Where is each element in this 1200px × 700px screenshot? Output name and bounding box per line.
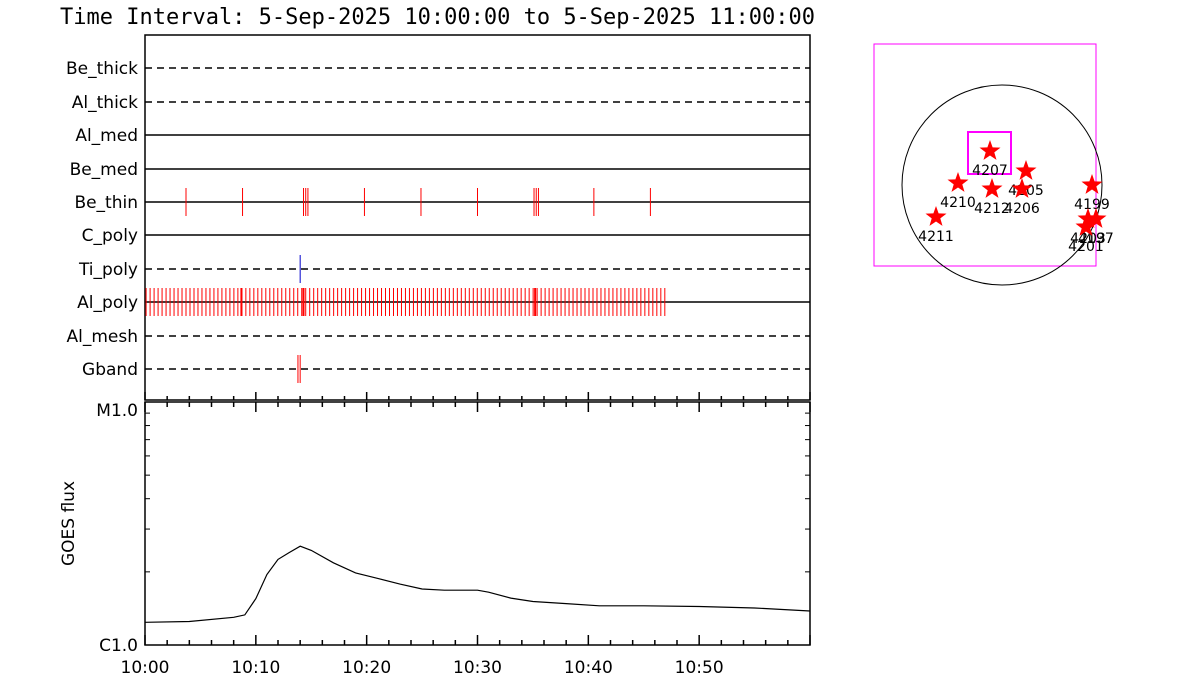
solar-disk-map: 4207421042124205420642114199420341974201 [873, 43, 1114, 286]
active-region-star [981, 178, 1003, 198]
row-label: Ti_poly [78, 260, 138, 280]
active-region-label: 4201 [1068, 239, 1104, 255]
row-label: Al_poly [77, 293, 138, 313]
active-region-star [1075, 216, 1097, 236]
x-tick-label: 10:10 [231, 658, 280, 678]
active-region-label: 4197 [1078, 231, 1114, 247]
active-region-label: 4212 [974, 201, 1010, 217]
active-region-star [1085, 208, 1107, 228]
active-region-label: 4199 [1074, 197, 1110, 213]
active-region-star [979, 140, 1001, 160]
field-of-view-box [873, 43, 1097, 267]
goes-frame [144, 401, 811, 646]
timeline-frame [144, 34, 811, 401]
active-region-label: 4210 [940, 195, 976, 211]
active-region-label: 4211 [918, 229, 954, 245]
active-region-star [1077, 208, 1099, 228]
goes-y-tick-label: M1.0 [96, 401, 138, 421]
active-region-star [947, 172, 969, 192]
active-region-label: 4203 [1070, 231, 1106, 247]
row-label: Al_thick [72, 93, 138, 113]
x-tick-label: 10:40 [564, 658, 613, 678]
active-region-star [925, 206, 947, 226]
row-label: Be_thin [74, 193, 138, 213]
active-region-star [1011, 178, 1033, 198]
row-label: Al_mesh [66, 327, 138, 347]
x-tick-label: 10:50 [675, 658, 724, 678]
row-label: C_poly [82, 226, 138, 246]
row-label: Be_thick [66, 59, 138, 79]
goes-y-axis-label: GOES flux [59, 481, 79, 566]
filter-timeline-panel: Be_thick Al_thick Al_med Be_med Be_thin C_pol… [66, 34, 811, 401]
goes-flux-panel: C1.0 M1.0 GOES flux 10:00 10:10 10:20 10:30 10:… [59, 401, 811, 678]
time-interval-title: Time Interval: 5-Sep-2025 10:00:00 to 5-… [60, 5, 815, 30]
row-label: Gband [82, 360, 138, 380]
solar-limb [901, 84, 1103, 286]
x-tick-label: 10:00 [121, 658, 170, 678]
row-label: Be_med [70, 160, 138, 180]
goes-flux-line [144, 545, 811, 623]
active-region-star [1015, 160, 1037, 180]
active-region-star [1081, 174, 1103, 194]
x-tick-label: 10:20 [342, 658, 391, 678]
row-label: Al_med [75, 126, 138, 146]
active-region-label: 4207 [972, 163, 1008, 179]
active-region-label: 4206 [1004, 201, 1040, 217]
x-tick-label: 10:30 [453, 658, 502, 678]
target-box [967, 131, 1012, 175]
goes-y-tick-label: C1.0 [99, 636, 138, 656]
